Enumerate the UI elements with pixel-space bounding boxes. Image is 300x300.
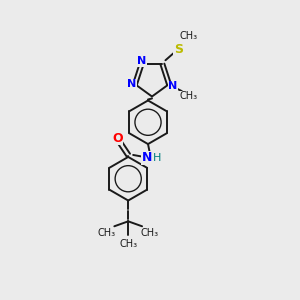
- Text: S: S: [174, 43, 183, 56]
- Text: CH₃: CH₃: [141, 228, 159, 238]
- Text: N: N: [137, 56, 146, 66]
- Text: N: N: [168, 81, 178, 91]
- Text: N: N: [128, 79, 137, 89]
- Text: CH₃: CH₃: [119, 239, 137, 249]
- Text: CH₃: CH₃: [179, 32, 197, 41]
- Text: O: O: [112, 132, 123, 145]
- Text: H: H: [153, 153, 161, 163]
- Text: CH₃: CH₃: [180, 91, 198, 101]
- Text: N: N: [142, 152, 152, 164]
- Text: CH₃: CH₃: [97, 228, 116, 238]
